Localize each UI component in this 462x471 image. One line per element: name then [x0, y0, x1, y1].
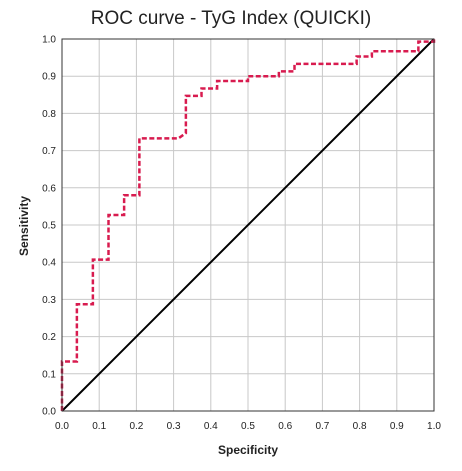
x-axis-label: Specificity	[217, 443, 279, 457]
y-tick-label: 0.6	[42, 183, 56, 194]
x-tick-label: 0.4	[204, 421, 218, 432]
x-tick-label: 1.0	[427, 421, 441, 432]
y-tick-label: 0.3	[42, 295, 56, 306]
roc-curve-line	[60, 39, 436, 411]
y-tick-label: 0.5	[42, 221, 56, 232]
x-tick-label: 0.9	[390, 421, 404, 432]
x-tick-label: 0.0	[55, 421, 69, 432]
plot-frame	[61, 38, 435, 412]
tick-labels: 0.0 0.1 0.2 0.3 0.4 0.5 0.6 0.7 0.8 0.9 1.0 0.0 0.1 0…	[42, 35, 441, 433]
x-tick-label: 0.8	[353, 421, 367, 432]
x-tick-label: 0.7	[315, 421, 329, 432]
x-tick-label: 0.5	[241, 421, 255, 432]
y-tick-label: 0.4	[42, 258, 56, 269]
y-tick-label: 0.8	[42, 109, 56, 120]
series-layer	[60, 38, 436, 412]
chart-title: ROC curve - TyG Index (QUICKI)	[90, 8, 372, 29]
y-tick-label: 0.9	[42, 72, 56, 83]
reference-line	[61, 38, 435, 412]
y-tick-label: 0.0	[42, 407, 56, 418]
x-tick-label: 0.3	[167, 421, 181, 432]
x-tick-label: 0.1	[92, 421, 106, 432]
y-tick-label: 0.2	[42, 332, 56, 343]
x-tick-label: 0.6	[278, 421, 292, 432]
y-tick-label: 1.0	[42, 35, 56, 46]
y-tick-label: 0.7	[42, 146, 56, 157]
x-tick-label: 0.2	[129, 421, 143, 432]
y-tick-label: 0.1	[42, 369, 56, 380]
